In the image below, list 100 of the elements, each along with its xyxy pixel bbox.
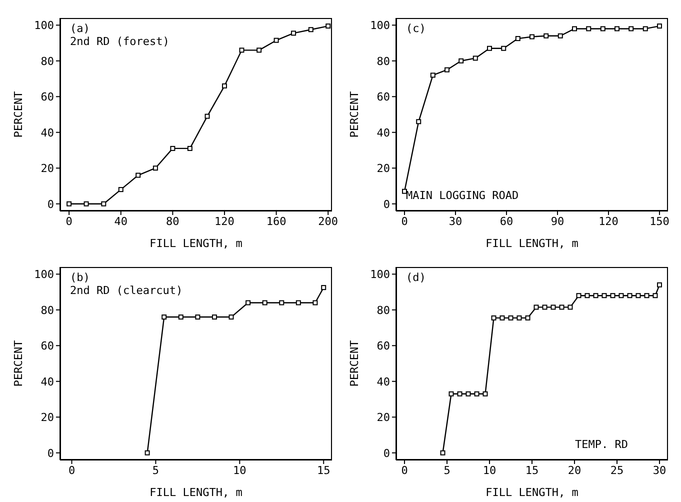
- x-tick-label: 0: [401, 214, 408, 228]
- point: [542, 304, 548, 310]
- y-tick-label: 60: [40, 340, 54, 353]
- point: [256, 48, 262, 53]
- point: [602, 293, 607, 298]
- point: [246, 300, 251, 306]
- point: [144, 450, 150, 456]
- point: [440, 450, 446, 456]
- x-tick-label: 200: [318, 214, 338, 228]
- y-tick-label: 60: [376, 90, 390, 104]
- point: [84, 201, 89, 206]
- point: [500, 315, 505, 320]
- x-tick-label: 20: [568, 464, 582, 477]
- y-tick-label: 40: [376, 126, 390, 140]
- point: [550, 304, 556, 310]
- point: [152, 166, 158, 171]
- x-tick-label: 10: [233, 464, 246, 477]
- point: [170, 146, 176, 151]
- point: [291, 30, 296, 36]
- point: [657, 282, 662, 288]
- point: [576, 293, 582, 298]
- x-tick-label: 5: [152, 464, 160, 477]
- x-tick-label: 120: [598, 214, 618, 228]
- annotation: MAIN LOGGING ROAD: [406, 189, 519, 202]
- x-tick-label: 120: [214, 214, 234, 228]
- point: [136, 172, 141, 178]
- annotation: (b): [70, 271, 90, 284]
- point: [178, 314, 184, 320]
- point: [279, 300, 284, 306]
- annotation: 2nd RD (forest): [70, 35, 170, 48]
- x-tick-label: 0: [68, 464, 76, 477]
- point: [652, 293, 658, 298]
- x-tick-label: 15: [316, 464, 330, 477]
- y-tick-label: 80: [376, 304, 390, 317]
- point: [101, 201, 106, 206]
- point: [516, 315, 522, 320]
- annotation: 2nd RD (clearcut): [70, 284, 183, 297]
- y-axis-title: PERCENT: [348, 340, 361, 387]
- annotation: (d): [406, 271, 426, 284]
- x-tick-label: 10: [482, 464, 496, 477]
- point: [262, 300, 268, 306]
- point: [515, 36, 520, 42]
- x-axis-title: FILL LENGTH, m: [486, 486, 579, 499]
- y-tick-label: 100: [370, 19, 390, 32]
- point: [312, 300, 318, 306]
- point: [187, 146, 192, 151]
- y-tick-label: 80: [40, 54, 54, 68]
- point: [628, 26, 634, 32]
- y-tick-label: 80: [40, 304, 54, 317]
- point: [642, 26, 648, 32]
- point: [657, 24, 662, 29]
- x-axis-title: FILL LENGTH, m: [150, 486, 243, 499]
- point: [593, 293, 598, 298]
- point: [618, 293, 624, 298]
- point: [525, 315, 530, 320]
- annotation: TEMP. RD: [575, 438, 628, 451]
- x-axis-title: FILL LENGTH, m: [150, 237, 243, 250]
- y-tick-label: 100: [34, 268, 54, 282]
- point: [296, 300, 301, 306]
- point: [584, 293, 590, 298]
- point: [66, 201, 72, 206]
- x-tick-label: 25: [610, 464, 624, 477]
- point: [534, 304, 539, 310]
- point: [636, 293, 641, 298]
- x-axis-title: FILL LENGTH, m: [486, 237, 579, 250]
- point: [162, 314, 167, 320]
- y-tick-label: 80: [376, 54, 390, 68]
- point: [472, 56, 478, 61]
- y-tick-label: 100: [370, 268, 390, 282]
- point: [487, 46, 492, 51]
- y-axis-title: PERCENT: [12, 340, 25, 387]
- x-tick-label: 90: [550, 214, 564, 228]
- y-tick-label: 20: [40, 162, 54, 176]
- y-tick-label: 0: [47, 446, 54, 460]
- point: [212, 314, 217, 320]
- y-tick-label: 100: [34, 19, 54, 32]
- y-axis-title: PERCENT: [348, 90, 361, 138]
- point: [416, 119, 422, 124]
- point: [326, 24, 331, 29]
- point: [239, 48, 244, 53]
- point: [308, 27, 314, 32]
- x-tick-label: 160: [266, 214, 286, 228]
- point: [444, 67, 450, 72]
- point: [118, 187, 124, 192]
- y-tick-label: 0: [383, 446, 390, 460]
- point: [430, 72, 436, 78]
- annotation: (c): [406, 22, 426, 35]
- point: [600, 26, 606, 32]
- point: [482, 391, 488, 396]
- x-tick-label: 0: [66, 214, 72, 228]
- point: [222, 83, 227, 88]
- point: [644, 293, 650, 298]
- y-tick-label: 40: [40, 126, 54, 140]
- point: [610, 293, 616, 298]
- point: [544, 33, 549, 38]
- y-tick-label: 60: [376, 340, 390, 353]
- point: [466, 391, 471, 396]
- y-tick-label: 0: [383, 198, 390, 211]
- x-tick-label: 15: [525, 464, 539, 477]
- point: [457, 391, 462, 396]
